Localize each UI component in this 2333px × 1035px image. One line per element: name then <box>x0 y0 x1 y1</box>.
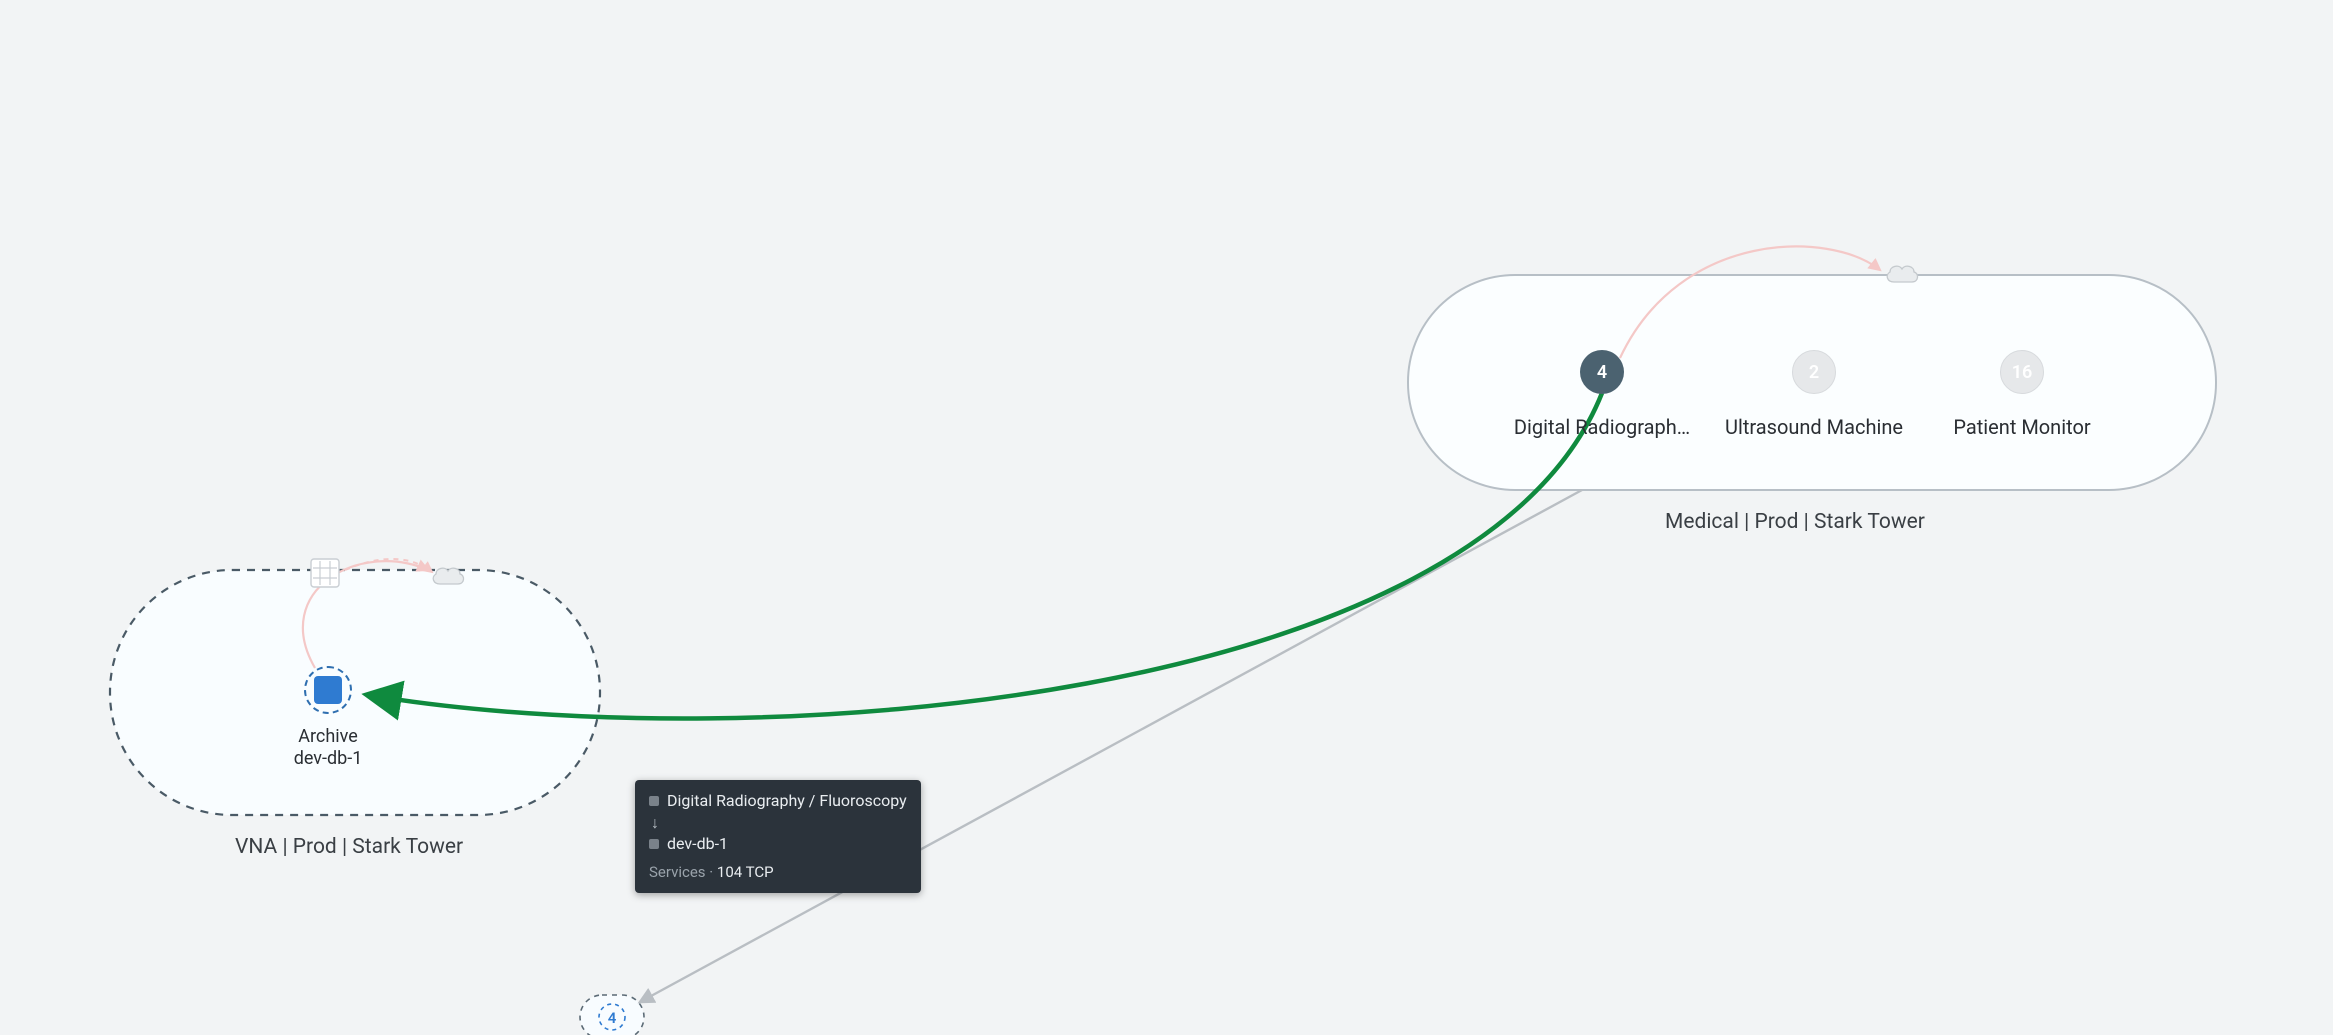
edge-dr-to-archive[interactable] <box>368 393 1602 719</box>
pacs-badge-text: 4 <box>608 1009 617 1027</box>
svg-layer: 4 <box>0 0 2333 1035</box>
node-pm-label: Patient Monitor <box>1953 415 2090 439</box>
grid-icon <box>310 558 340 592</box>
pacs-badge-ring <box>599 1004 625 1030</box>
arrow-down-icon: ↓ <box>651 812 659 834</box>
group-vna[interactable] <box>110 570 600 815</box>
node-us-badge-text: 2 <box>1809 362 1819 383</box>
node-archive[interactable] <box>308 670 348 710</box>
diagram-canvas[interactable]: 4 4 2 <box>0 0 2333 1035</box>
group-medical-label: Medical | Prod | Stark Tower <box>1665 510 1925 534</box>
edge-dr-loop <box>1620 246 1880 358</box>
cloud-icon <box>1883 261 1921 291</box>
node-archive-label: Archive <box>298 726 358 747</box>
tooltip-services-value: 104 TCP <box>717 863 774 881</box>
node-dr-badge-text: 4 <box>1597 362 1607 383</box>
node-dr-label: Digital Radiograph… <box>1514 415 1690 439</box>
edge-tooltip: Digital Radiography / Fluoroscopy ↓ dev-… <box>635 780 921 893</box>
node-dr-badge[interactable]: 4 <box>1580 350 1624 394</box>
tooltip-target: dev-db-1 <box>667 833 728 855</box>
node-us-badge[interactable]: 2 <box>1792 350 1836 394</box>
node-archive-sublabel: dev-db-1 <box>294 748 363 769</box>
node-pm-badge[interactable]: 16 <box>2000 350 2044 394</box>
node-pm-badge-text: 16 <box>2012 362 2033 383</box>
square-icon <box>649 796 659 806</box>
square-icon <box>649 839 659 849</box>
tooltip-services-label: Services <box>649 863 706 881</box>
node-us-label: Ultrasound Machine <box>1725 415 1903 439</box>
edge-medical-to-pacs[interactable] <box>640 490 1582 1002</box>
group-pacs[interactable] <box>580 995 644 1035</box>
edge-grid-to-cloud <box>345 559 432 572</box>
cloud-icon <box>429 563 467 593</box>
group-vna-label: VNA | Prod | Stark Tower <box>235 835 463 859</box>
tooltip-source: Digital Radiography / Fluoroscopy <box>667 790 907 812</box>
